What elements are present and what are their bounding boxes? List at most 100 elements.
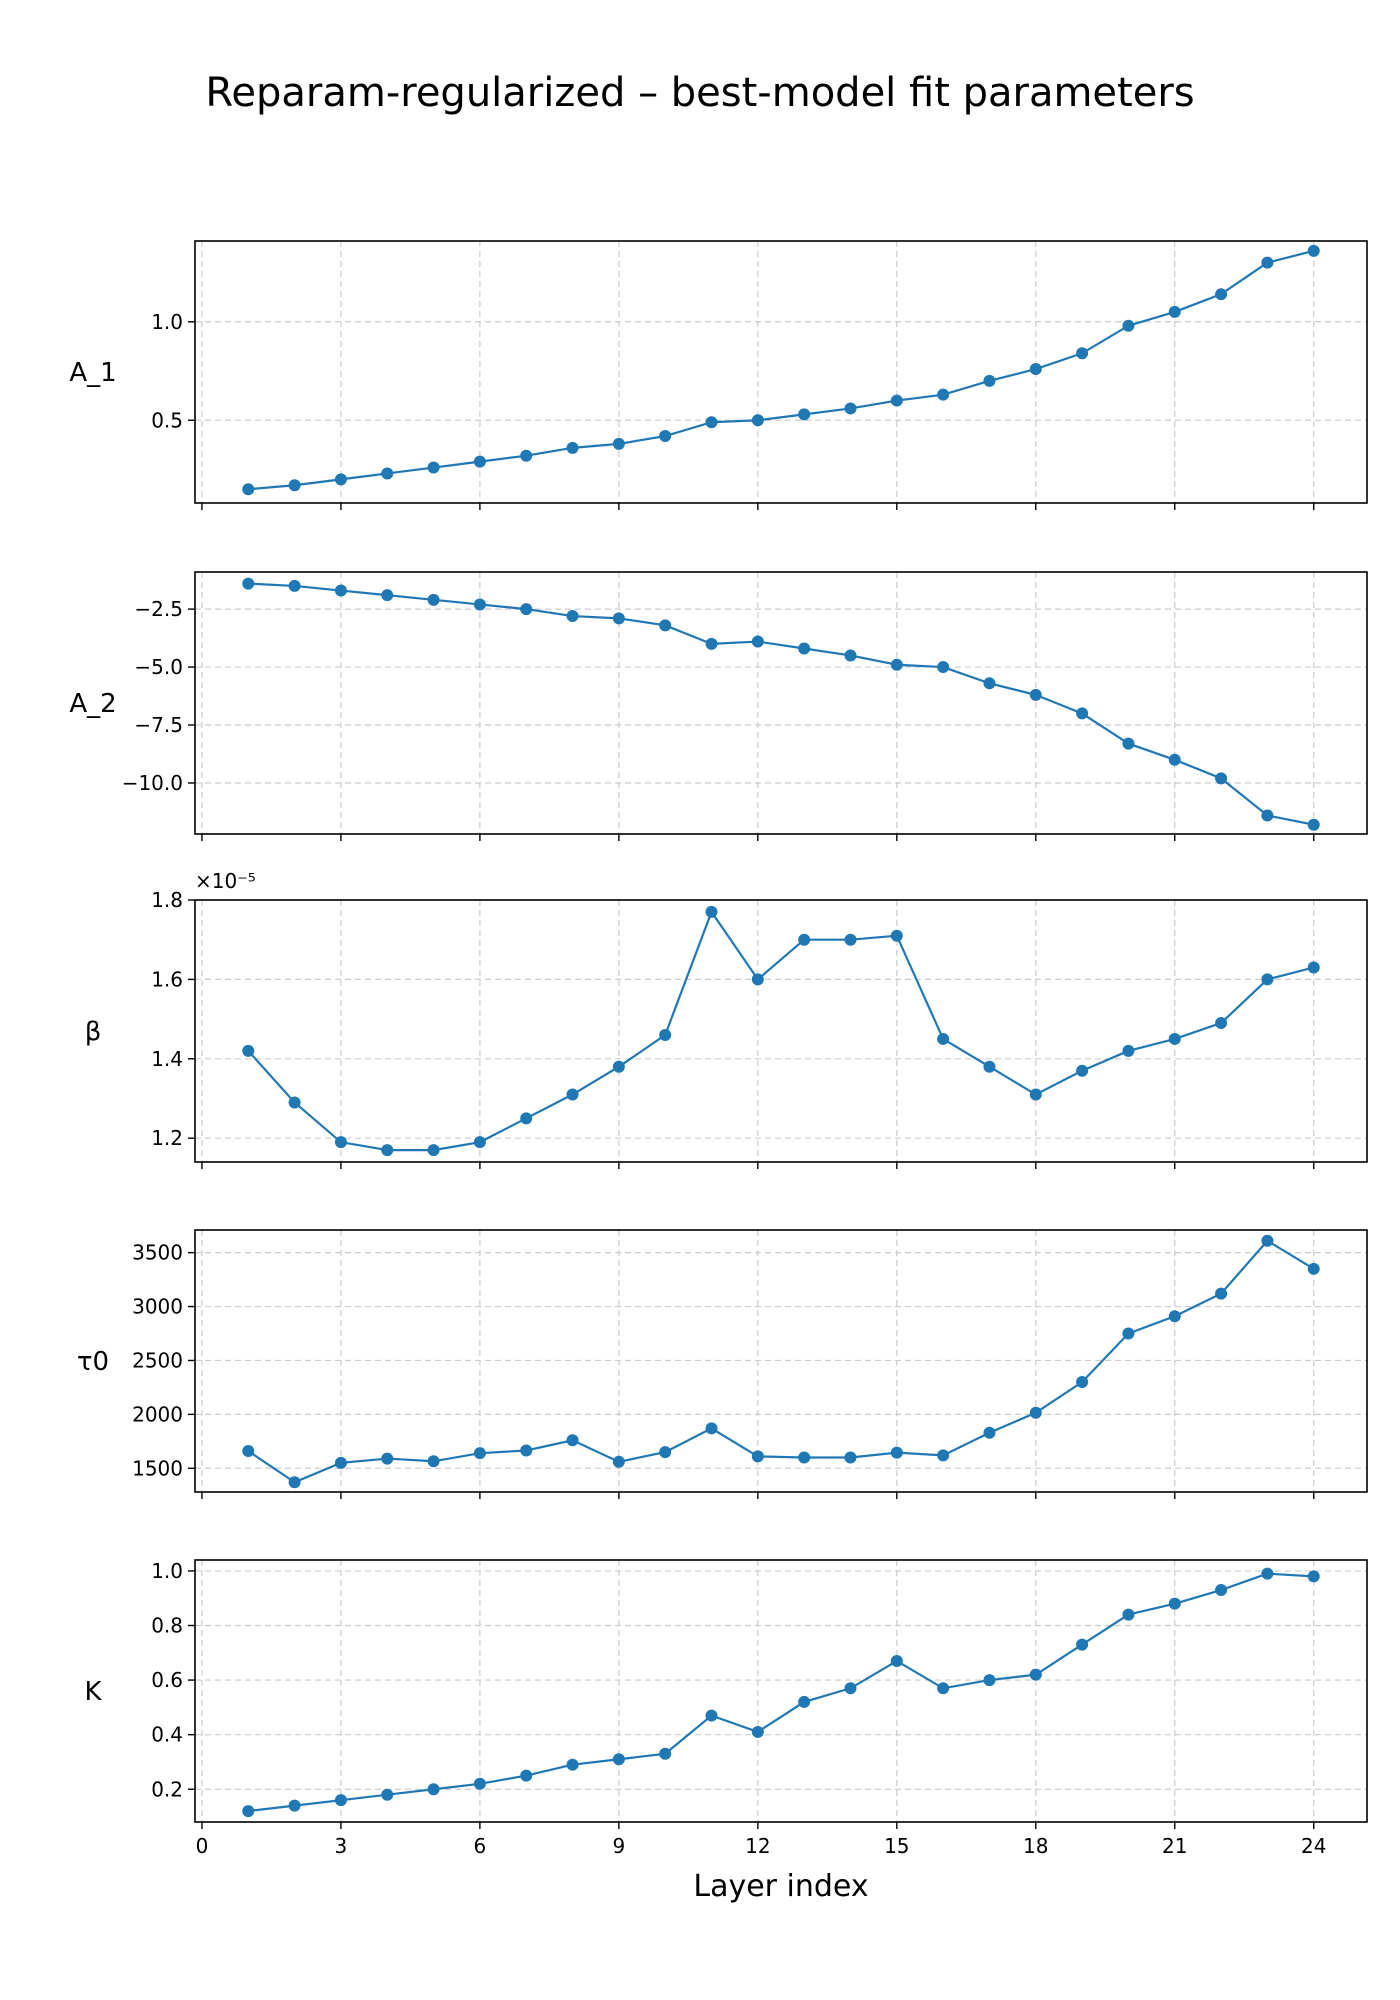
- data-point: [798, 408, 811, 421]
- y-tick-label: 0.4: [151, 1723, 183, 1747]
- y-tick-label: 0.8: [151, 1614, 183, 1638]
- data-point: [983, 677, 996, 690]
- x-tick-label: 15: [884, 1834, 909, 1858]
- data-point: [612, 1753, 625, 1766]
- x-tick-label: 6: [474, 1834, 487, 1858]
- data-point: [612, 1060, 625, 1073]
- data-point: [427, 593, 440, 606]
- data-point: [1122, 319, 1135, 332]
- data-point: [1168, 1310, 1181, 1323]
- series-line: [248, 249, 1314, 491]
- data-point: [705, 905, 718, 918]
- data-point: [288, 579, 301, 592]
- data-point: [566, 1758, 579, 1771]
- data-point: [381, 467, 394, 480]
- panel-2: −2.5 −5.0 −7.5 −10.0 A_2: [69, 571, 1368, 841]
- data-point: [473, 1447, 486, 1460]
- data-point: [242, 1805, 255, 1818]
- data-point: [937, 661, 950, 674]
- panel-5: 0.2 0.4 0.6 0.8 1.0 K 0 3 6 9 12 15 18 21 24 Layer inde…: [84, 1559, 1368, 1904]
- data-point: [334, 584, 347, 597]
- data-point: [566, 610, 579, 623]
- x-tick-label: 0: [196, 1834, 209, 1858]
- data-point: [1076, 1064, 1089, 1077]
- data-point: [242, 483, 255, 496]
- data-point: [1076, 1638, 1089, 1651]
- data-point: [1215, 772, 1228, 785]
- data-point: [659, 1747, 672, 1760]
- data-point: [1261, 809, 1274, 822]
- y-axis-label: τ0: [77, 1347, 109, 1377]
- y-tick-label: −5.0: [134, 655, 183, 679]
- data-point: [381, 1788, 394, 1801]
- series-line: [247, 909, 1315, 1152]
- data-point: [659, 430, 672, 443]
- data-point: [937, 1032, 950, 1045]
- data-point: [798, 1451, 811, 1464]
- data-point: [1076, 1376, 1089, 1389]
- x-axis-label: Layer index: [693, 1869, 868, 1904]
- series-line: [247, 1239, 1315, 1484]
- data-point: [937, 1682, 950, 1695]
- data-point: [890, 1446, 903, 1459]
- data-point: [566, 441, 579, 454]
- data-point: [381, 589, 394, 602]
- x-tick-label: 18: [1023, 1834, 1048, 1858]
- data-point: [520, 1444, 533, 1457]
- y-tick-label: −10.0: [122, 771, 183, 795]
- y-axis-label: A_2: [69, 689, 116, 719]
- data-point: [1029, 363, 1042, 376]
- data-point: [612, 1455, 625, 1468]
- data-point: [1076, 707, 1089, 720]
- data-point: [844, 649, 857, 662]
- y-tick-label: 2000: [132, 1402, 183, 1426]
- data-point: [1215, 288, 1228, 301]
- axes-frame: [194, 240, 1368, 504]
- data-point: [1168, 753, 1181, 766]
- axes-frame: [194, 571, 1368, 835]
- data-point: [288, 1476, 301, 1489]
- data-point: [473, 1777, 486, 1790]
- x-tick-label: 9: [612, 1834, 625, 1858]
- data-point: [890, 1654, 903, 1667]
- data-point: [520, 1112, 533, 1125]
- data-point: [705, 416, 718, 429]
- chart-title: Reparam-regularized – best-model fit par…: [205, 70, 1195, 116]
- data-point: [751, 414, 764, 427]
- data-point: [242, 1044, 255, 1057]
- data-point: [890, 658, 903, 671]
- data-point: [334, 1794, 347, 1807]
- y-tick-label: 1.0: [151, 1559, 183, 1583]
- data-point: [612, 612, 625, 625]
- y-tick-label: −7.5: [134, 713, 183, 737]
- data-point: [937, 388, 950, 401]
- data-point: [1029, 1088, 1042, 1101]
- data-point: [1307, 818, 1320, 831]
- data-point: [983, 1060, 996, 1073]
- data-point: [1215, 1287, 1228, 1300]
- y-offset-label: ×10⁻⁵: [195, 869, 256, 893]
- data-point: [1261, 1567, 1274, 1580]
- data-point: [1122, 1608, 1135, 1621]
- data-point: [890, 394, 903, 407]
- data-point: [1122, 737, 1135, 750]
- x-tick-label: 21: [1162, 1834, 1187, 1858]
- data-point: [381, 1452, 394, 1465]
- data-point: [1261, 1234, 1274, 1247]
- y-axis-label: β: [85, 1017, 102, 1047]
- data-point: [242, 577, 255, 590]
- data-point: [427, 1455, 440, 1468]
- data-point: [1168, 1032, 1181, 1045]
- axes-frame: [194, 899, 1368, 1163]
- data-point: [1029, 1406, 1042, 1419]
- y-tick-label: 1.4: [151, 1047, 183, 1071]
- data-point: [983, 1426, 996, 1439]
- y-tick-label: 0.2: [151, 1777, 183, 1801]
- x-tick-label: 12: [745, 1834, 770, 1858]
- y-tick-label: 3000: [132, 1295, 183, 1319]
- data-point: [1307, 244, 1320, 257]
- data-point: [520, 603, 533, 616]
- data-point: [1168, 305, 1181, 318]
